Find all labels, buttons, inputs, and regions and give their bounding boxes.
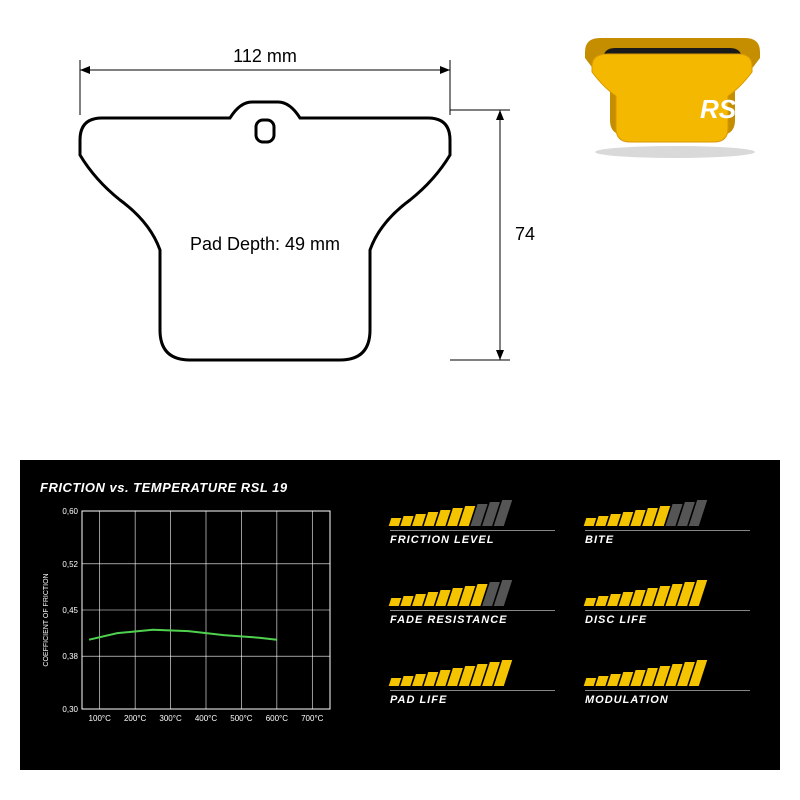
rating-label: FADE RESISTANCE (390, 614, 507, 626)
svg-text:0,45: 0,45 (62, 606, 78, 615)
svg-text:0,38: 0,38 (62, 652, 78, 661)
svg-text:0,60: 0,60 (62, 507, 78, 516)
ratings-grid: FRICTION LEVEL BITE FADE RESISTANCE DISC LI… (360, 480, 760, 750)
svg-text:500°C: 500°C (230, 714, 253, 723)
rating-pad-life: PAD LIFE (390, 660, 555, 730)
svg-text:400°C: 400°C (195, 714, 218, 723)
svg-text:0,30: 0,30 (62, 705, 78, 714)
rating-modulation: MODULATION (585, 660, 750, 730)
depth-label: Pad Depth: 49 mm (190, 234, 340, 254)
rating-disc-life: DISC LIFE (585, 580, 750, 650)
rating-label: MODULATION (585, 694, 669, 706)
performance-panel: FRICTION vs. TEMPERATURE RSL 19 COEFFICI… (20, 460, 780, 770)
width-dimension-label: 112 mm (233, 46, 297, 66)
svg-text:200°C: 200°C (124, 714, 147, 723)
friction-chart: FRICTION vs. TEMPERATURE RSL 19 COEFFICI… (40, 480, 360, 750)
product-photo: RSL (570, 20, 780, 160)
rating-label: FRICTION LEVEL (390, 534, 494, 546)
svg-text:600°C: 600°C (266, 714, 289, 723)
product-logo-text: RSL (700, 94, 752, 124)
rating-label: DISC LIFE (585, 614, 647, 626)
svg-text:COEFFICIENT OF FRICTION: COEFFICIENT OF FRICTION (43, 573, 50, 666)
svg-text:0,52: 0,52 (62, 560, 78, 569)
rating-fade-resistance: FADE RESISTANCE (390, 580, 555, 650)
rating-label: BITE (585, 534, 614, 546)
height-dimension-label: 74 mm (515, 224, 540, 244)
svg-text:300°C: 300°C (159, 714, 182, 723)
rating-friction-level: FRICTION LEVEL (390, 500, 555, 570)
rating-bite: BITE (585, 500, 750, 570)
technical-drawing: 112 mm 74 mm Pad Depth: 49 mm (40, 40, 540, 400)
svg-text:700°C: 700°C (301, 714, 324, 723)
rating-label: PAD LIFE (390, 694, 447, 706)
svg-text:100°C: 100°C (89, 714, 112, 723)
chart-title: FRICTION vs. TEMPERATURE RSL 19 (40, 480, 360, 495)
